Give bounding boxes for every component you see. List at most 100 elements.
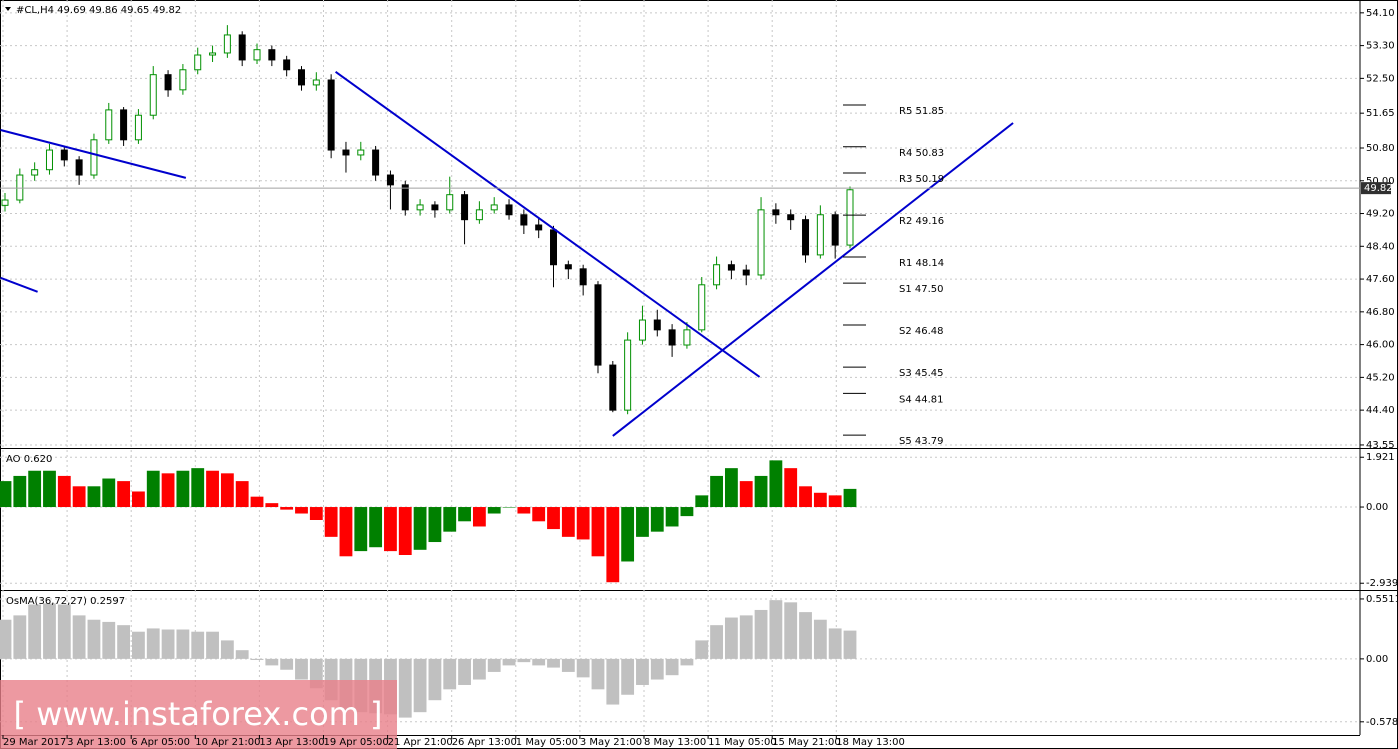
histogram-bar xyxy=(0,481,12,508)
histogram-bar xyxy=(843,630,857,659)
histogram-bar xyxy=(665,507,679,527)
histogram-bar xyxy=(576,658,590,678)
histogram-bar xyxy=(384,507,397,552)
candle-body xyxy=(120,109,128,141)
x-tick-label: 6 Apr 05:00 xyxy=(131,737,190,748)
histogram-bar xyxy=(443,658,457,690)
histogram-bar xyxy=(487,507,501,514)
pivot-label: R4 50.83 xyxy=(899,148,944,159)
x-tick-label: 10 Apr 21:00 xyxy=(195,737,260,748)
histogram-bar xyxy=(754,475,768,508)
histogram-bar xyxy=(532,507,546,522)
candle-body xyxy=(816,214,824,256)
last-price-box xyxy=(1361,182,1391,195)
candle-body xyxy=(683,329,691,346)
x-tick-label: 3 Apr 13:00 xyxy=(67,737,126,748)
candle-body xyxy=(772,209,780,216)
candle-body xyxy=(357,149,365,156)
y-tick-label: 46.00 xyxy=(1366,340,1395,351)
trendline xyxy=(0,276,38,293)
histogram-bar xyxy=(754,609,768,659)
candle-body xyxy=(179,69,187,91)
histogram-bar xyxy=(532,658,546,666)
histogram-bar xyxy=(517,658,531,663)
candle-body xyxy=(372,149,380,176)
last-price-label: 49.82 xyxy=(1364,183,1393,194)
candle-body xyxy=(90,139,98,176)
histogram-bar xyxy=(250,658,264,660)
histogram-bar xyxy=(295,658,308,680)
grid xyxy=(0,0,1360,735)
histogram-bar xyxy=(517,507,531,514)
histogram-bar xyxy=(146,470,160,508)
y-tick-label: 45.20 xyxy=(1366,372,1395,383)
candle-body xyxy=(149,74,157,116)
x-tick-label: 26 Apr 13:00 xyxy=(452,737,517,748)
candle-body xyxy=(490,204,498,211)
pivot-label: R3 50.19 xyxy=(899,174,944,185)
histogram-bar xyxy=(161,629,175,659)
histogram-bar xyxy=(547,658,560,668)
histogram-bar xyxy=(235,481,249,508)
candle-body xyxy=(60,149,68,161)
histogram-bar xyxy=(502,658,516,666)
candle-body xyxy=(416,204,424,211)
pivot-label: S4 44.81 xyxy=(899,394,944,405)
x-tick-label: 11 May 05:00 xyxy=(708,737,777,748)
histogram-bar xyxy=(72,486,86,508)
watermark: [ www.instaforex.com ] xyxy=(14,695,383,733)
histogram-bar xyxy=(43,603,56,659)
histogram-bar xyxy=(132,491,145,508)
histogram-bar xyxy=(799,486,812,508)
histogram-bar xyxy=(117,625,131,659)
histogram-bar xyxy=(561,658,575,672)
histogram-bar xyxy=(324,507,338,537)
candle-body xyxy=(802,219,810,256)
histogram-bar xyxy=(0,619,12,659)
y-tick-label: 54.10 xyxy=(1366,8,1395,19)
histogram-bar xyxy=(458,658,471,685)
candle-body xyxy=(653,319,661,331)
x-tick-label: 3 May 21:00 xyxy=(580,737,642,748)
histogram-bar xyxy=(636,507,649,537)
y-tick-label: 48.40 xyxy=(1366,241,1395,252)
candle-body xyxy=(297,69,305,86)
main-title: #CL,H4 49.69 49.86 49.65 49.82 xyxy=(16,5,181,16)
candle-body xyxy=(134,114,142,141)
pivot-label: R5 51.85 xyxy=(899,106,944,117)
histogram-bar xyxy=(146,628,160,659)
candle-body xyxy=(283,59,291,71)
osma-title: OsMA(36,72,27) 0.2597 xyxy=(6,596,125,607)
histogram-bar xyxy=(650,658,664,680)
histogram-bar xyxy=(13,475,27,508)
candle-body xyxy=(579,268,587,286)
candle-body xyxy=(268,49,276,61)
histogram-bar xyxy=(72,615,86,659)
histogram-bar xyxy=(206,631,219,659)
histogram-bar xyxy=(102,621,116,659)
histogram-bar xyxy=(13,615,27,659)
candle-body xyxy=(386,174,394,186)
y-tick-label: 1.921 xyxy=(1366,452,1395,463)
menu-arrow[interactable] xyxy=(5,7,11,11)
candle-body xyxy=(638,319,646,341)
ao-title: AO 0.620 xyxy=(6,454,52,465)
watermark-box xyxy=(0,680,397,749)
x-tick-label: 21 Apr 21:00 xyxy=(388,737,453,748)
histogram-bar xyxy=(309,507,323,520)
histogram-bar xyxy=(680,658,694,666)
histogram-bar xyxy=(280,658,294,670)
histogram-bar xyxy=(799,612,812,659)
candle-body xyxy=(431,204,439,211)
trendline xyxy=(335,71,761,378)
candle-body xyxy=(31,169,39,176)
histogram-bar xyxy=(769,600,783,659)
histogram-bar xyxy=(813,619,827,659)
histogram-bar xyxy=(250,496,264,508)
y-tick-label: 49.20 xyxy=(1366,209,1395,220)
histogram-bar xyxy=(828,495,842,508)
candle-body xyxy=(209,52,217,56)
histogram-bar xyxy=(591,658,605,690)
